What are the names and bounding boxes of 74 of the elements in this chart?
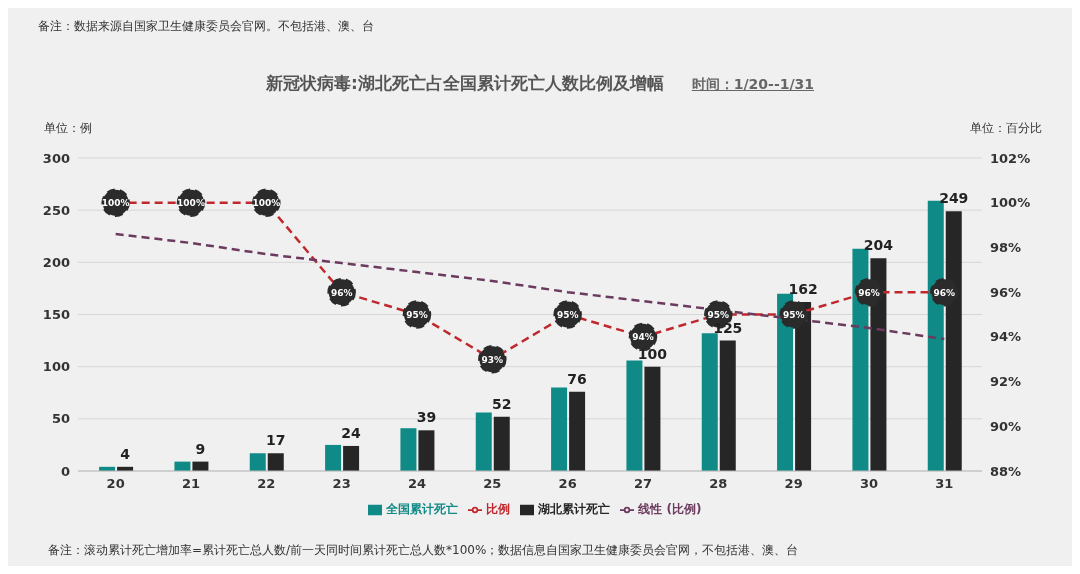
y2-axis-title: 单位：百分比: [970, 120, 1042, 137]
data-label: 9: [195, 440, 206, 457]
y2-tick-label: 90%: [990, 418, 1022, 434]
data-label: 52: [492, 395, 512, 412]
y-tick-label: 250: [42, 202, 70, 218]
bar: [475, 412, 492, 471]
x-tick-label: 27: [633, 476, 653, 492]
data-label: 100%: [101, 198, 130, 209]
bar: [626, 360, 643, 471]
text: 备注：数据来源自国家卫生健康委员会官网。不包括港、澳、台: [38, 18, 374, 35]
data-label: 162: [788, 280, 818, 297]
bar: [267, 453, 284, 471]
data-label: 93%: [481, 354, 504, 365]
legend-label: 全国累计死亡: [386, 502, 459, 516]
data-label: 24: [341, 424, 362, 441]
data-label: 100%: [177, 198, 205, 209]
x-tick-label: 26: [558, 476, 577, 492]
legend-label: 线性 (比例): [638, 502, 702, 516]
data-label: 96%: [858, 287, 880, 298]
text: 备注：滚动累计死亡增加率=累计死亡总人数/前一天同时间累计死亡总人数*100%；数据信息自国家卫生健康委员会官网，不包括港、澳、台: [48, 542, 799, 559]
bar: [249, 453, 266, 471]
x-tick-label: 30: [859, 476, 879, 492]
data-label: 95%: [556, 310, 579, 320]
data-label: 204: [863, 237, 894, 254]
y2-tick-label: 98%: [990, 240, 1022, 256]
y-tick-label: 100: [42, 359, 70, 375]
legend-label: 湖北累计死亡: [538, 502, 611, 516]
x-tick-label: 29: [784, 476, 803, 492]
y-tick-label: 0: [60, 463, 70, 479]
bar: [644, 366, 661, 471]
x-tick-label: 22: [257, 476, 276, 492]
data-label: 100: [637, 345, 668, 362]
bar: [701, 333, 718, 471]
y2-tick-label: 96%: [990, 284, 1022, 300]
y-tick-label: 200: [42, 254, 70, 270]
data-label: 95%: [707, 310, 730, 320]
x-tick-label: 25: [483, 476, 502, 492]
x-tick-label: 31: [935, 476, 954, 492]
x-tick-label: 28: [709, 476, 728, 492]
data-label: 76: [567, 370, 587, 387]
data-label: 17: [266, 432, 286, 449]
bar: [400, 428, 417, 471]
y2-tick-label: 88%: [990, 463, 1022, 479]
bar: [343, 445, 360, 471]
bar: [493, 416, 510, 471]
y2-tick-label: 100%: [990, 195, 1031, 211]
y-tick-label: 50: [51, 411, 70, 427]
data-label: 95%: [406, 310, 428, 320]
data-label: 94%: [632, 332, 654, 343]
y-tick-label: 150: [42, 307, 70, 323]
x-tick-label: 24: [407, 476, 427, 492]
data-label: 95%: [782, 310, 805, 320]
data-label: 249: [939, 190, 969, 207]
y-axis-title: 单位：例: [44, 120, 92, 137]
data-label: 100%: [252, 198, 281, 209]
x-tick-label: 23: [332, 476, 351, 492]
y2-tick-label: 92%: [990, 374, 1022, 390]
bar: [551, 387, 568, 471]
chart-subtitle: 时间：1/20--1/31: [691, 76, 815, 92]
x-tick-label: 20: [106, 476, 125, 492]
data-label: 96%: [933, 287, 956, 298]
chart-title: 新冠状病毒:湖北死亡占全国累计死亡人数比例及增幅: [265, 73, 664, 93]
bar: [325, 444, 342, 471]
bar: [569, 391, 586, 471]
bar: [418, 430, 435, 471]
legend-label: 比例: [486, 502, 511, 516]
x-tick-label: 21: [181, 476, 201, 492]
data-label: 39: [416, 409, 437, 426]
y2-tick-label: 94%: [990, 329, 1022, 345]
data-label: 4: [120, 445, 131, 462]
y-tick-label: 300: [42, 150, 70, 166]
y2-tick-label: 102%: [990, 150, 1031, 166]
data-label: 96%: [330, 287, 353, 298]
bar: [719, 340, 736, 471]
